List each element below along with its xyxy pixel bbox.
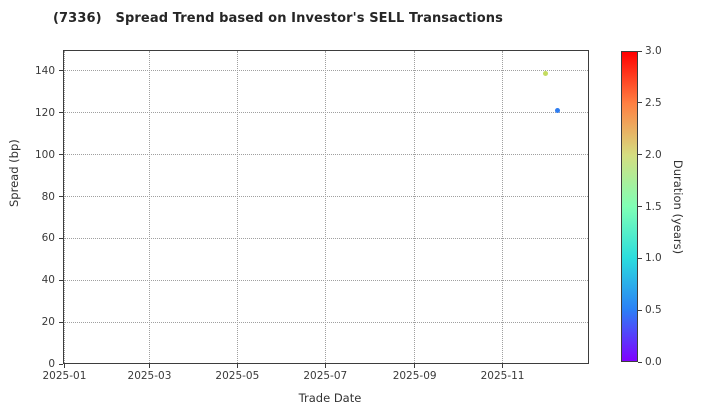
x-grid-line: [236, 51, 238, 363]
colorbar-tick-mark: [638, 361, 642, 363]
colorbar-tick-mark: [638, 154, 642, 156]
y-grid-line: [64, 321, 588, 323]
colorbar-tick-label: 3.0: [645, 44, 662, 57]
y-grid-line: [64, 70, 588, 72]
y-tick-mark: [59, 154, 63, 156]
y-tick-label: 0: [48, 357, 55, 370]
y-tick-mark: [59, 279, 63, 281]
y-grid-line: [64, 196, 588, 198]
x-tick-label: 2025-09: [392, 370, 437, 382]
x-tick-label: 2025-05: [215, 370, 260, 382]
colorbar-tick-label: 0.0: [645, 355, 662, 368]
y-tick-mark: [59, 70, 63, 72]
y-grid-line: [64, 237, 588, 239]
scatter-point: [554, 108, 560, 114]
x-tick-mark: [148, 364, 150, 368]
x-grid-line: [148, 51, 150, 363]
y-tick-mark: [59, 112, 63, 114]
y-tick-label: 20: [41, 315, 55, 328]
colorbar-tick-mark: [638, 257, 642, 259]
colorbar-tick-mark: [638, 206, 642, 207]
x-tick-mark: [324, 364, 326, 368]
y-tick-mark: [59, 237, 63, 239]
colorbar-label: Duration (years): [671, 159, 685, 255]
scatter-point: [543, 70, 549, 76]
y-tick-mark: [59, 196, 63, 198]
x-grid-line: [502, 51, 504, 363]
x-tick-mark: [236, 364, 238, 368]
plot-area: [63, 50, 589, 364]
chart-title: (7336) Spread Trend based on Investor's …: [53, 11, 503, 26]
colorbar-tick-mark: [638, 309, 642, 311]
y-tick-label: 140: [34, 64, 55, 77]
x-tick-mark: [414, 364, 416, 368]
x-tick-label: 2025-07: [303, 370, 348, 382]
y-tick-label: 120: [34, 106, 55, 119]
colorbar: [621, 51, 638, 362]
colorbar-tick-label: 2.0: [645, 148, 662, 161]
x-tick-label: 2025-03: [127, 370, 172, 382]
x-tick-label: 2025-01: [42, 370, 87, 382]
x-grid-line: [63, 51, 65, 363]
x-tick-label: 2025-11: [480, 370, 525, 382]
x-grid-line: [414, 51, 416, 363]
colorbar-tick-mark: [638, 102, 642, 104]
colorbar-tick-label: 1.5: [645, 200, 662, 213]
y-grid-line: [64, 279, 588, 281]
x-tick-mark: [502, 364, 504, 368]
y-grid-line: [64, 112, 588, 114]
y-tick-label: 100: [34, 148, 55, 161]
colorbar-tick-label: 0.5: [645, 303, 662, 316]
x-axis-label: Trade Date: [298, 391, 362, 405]
colorbar-tick-label: 2.5: [645, 96, 662, 109]
y-tick-label: 40: [41, 274, 55, 287]
y-tick-mark: [59, 321, 63, 323]
colorbar-tick-label: 1.0: [645, 252, 662, 265]
y-tick-label: 60: [41, 232, 55, 245]
y-tick-label: 80: [41, 190, 55, 203]
y-grid-line: [64, 154, 588, 156]
y-tick-mark: [59, 363, 63, 365]
x-tick-mark: [63, 364, 65, 368]
x-grid-line: [324, 51, 326, 363]
colorbar-tick-mark: [638, 50, 642, 52]
